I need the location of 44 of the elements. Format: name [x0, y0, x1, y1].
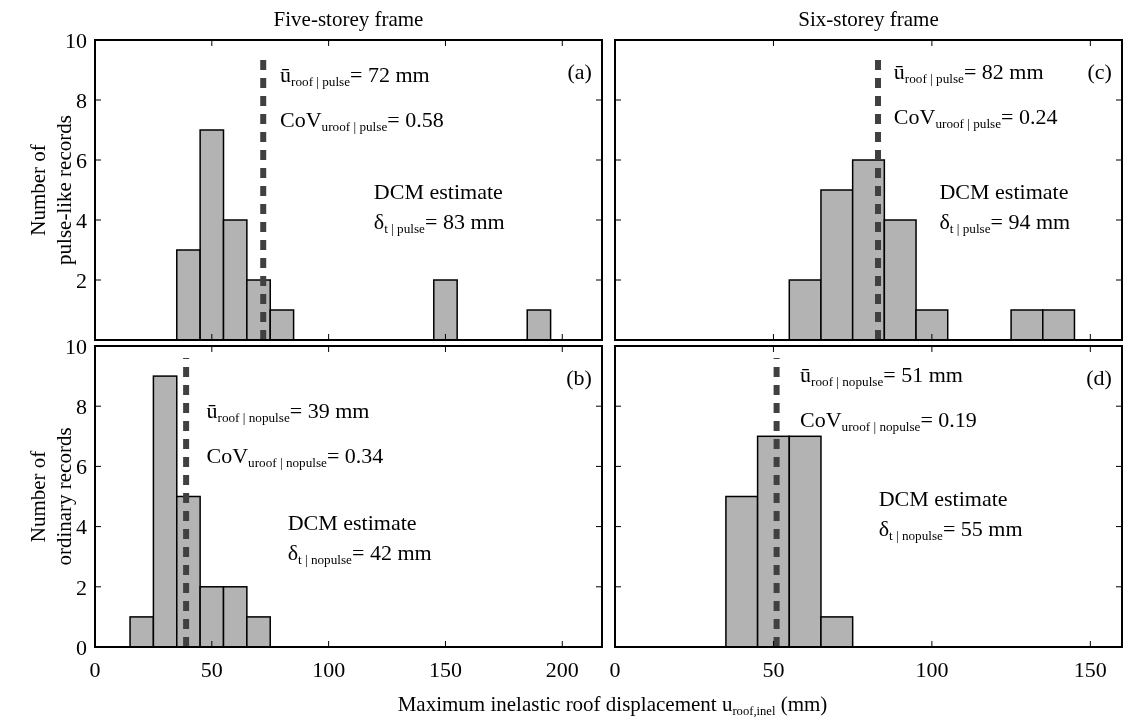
annotation: CoV$_{uroof | nopulse}$= 0.34: [206, 443, 384, 471]
x-tick-label: 50: [200, 657, 223, 682]
x-tick-label: 0: [609, 657, 621, 682]
x-tick-label: 150: [428, 657, 462, 682]
y-tick-label: 8: [76, 393, 87, 419]
annotation: DCM estimate: [287, 509, 417, 535]
y-tick-label: 0: [76, 634, 87, 660]
y-tick-label: 10: [65, 27, 87, 53]
x-axis-title: Maximum inelastic roof displacement u$_{roof,inel}$ (mm): [397, 692, 828, 718]
annotation: δ$_{t | nopulse}$= 55 mm: [878, 515, 1023, 543]
annotation: (d): [1086, 365, 1112, 391]
annotation: ū$_{roof | pulse}$= 72 mm: [280, 62, 430, 89]
annotation: CoV$_{uroof | pulse}$= 0.24: [893, 104, 1058, 131]
y-tick-label: 6: [76, 454, 87, 480]
annotation: ū$_{roof | pulse}$= 82 mm: [893, 59, 1044, 86]
annotation: (b): [566, 365, 592, 391]
chart-title: Six-storey frame: [798, 7, 939, 31]
y-tick-label: 2: [76, 574, 87, 600]
annotation: ū$_{roof | nopulse}$= 39 mm: [206, 398, 370, 426]
annotation: δ$_{t | pulse}$= 94 mm: [939, 209, 1071, 236]
y-axis-title: Number of pulse-like records: [26, 115, 76, 265]
y-tick-label: 2: [76, 267, 87, 293]
annotation: δ$_{t | pulse}$= 83 mm: [373, 209, 505, 236]
annotation: DCM estimate: [878, 485, 1008, 511]
x-tick-label: 200: [545, 657, 579, 682]
y-tick-label: 4: [76, 514, 87, 540]
annotation: CoV$_{uroof | nopulse}$= 0.19: [800, 407, 977, 435]
y-tick-label: 8: [76, 87, 87, 113]
annotation: DCM estimate: [373, 179, 503, 204]
x-tick-label: 100: [915, 657, 949, 682]
annotation: δ$_{t | nopulse}$= 42 mm: [287, 539, 432, 567]
x-tick-label: 150: [1073, 657, 1107, 682]
chart-title: Five-storey frame: [273, 7, 424, 31]
annotation: DCM estimate: [939, 179, 1069, 204]
annotation: CoV$_{uroof | pulse}$= 0.58: [280, 107, 444, 134]
y-tick-label: 10: [65, 333, 87, 359]
y-tick-label: 6: [76, 147, 87, 173]
x-tick-label: 100: [312, 657, 346, 682]
x-tick-label: 50: [762, 657, 785, 682]
y-axis-title: Number of ordinary records: [26, 427, 76, 566]
annotation: (c): [1087, 59, 1112, 84]
y-tick-label: 4: [76, 207, 87, 233]
annotation: (a): [567, 59, 592, 84]
annotation: ū$_{roof | nopulse}$= 51 mm: [800, 362, 963, 390]
